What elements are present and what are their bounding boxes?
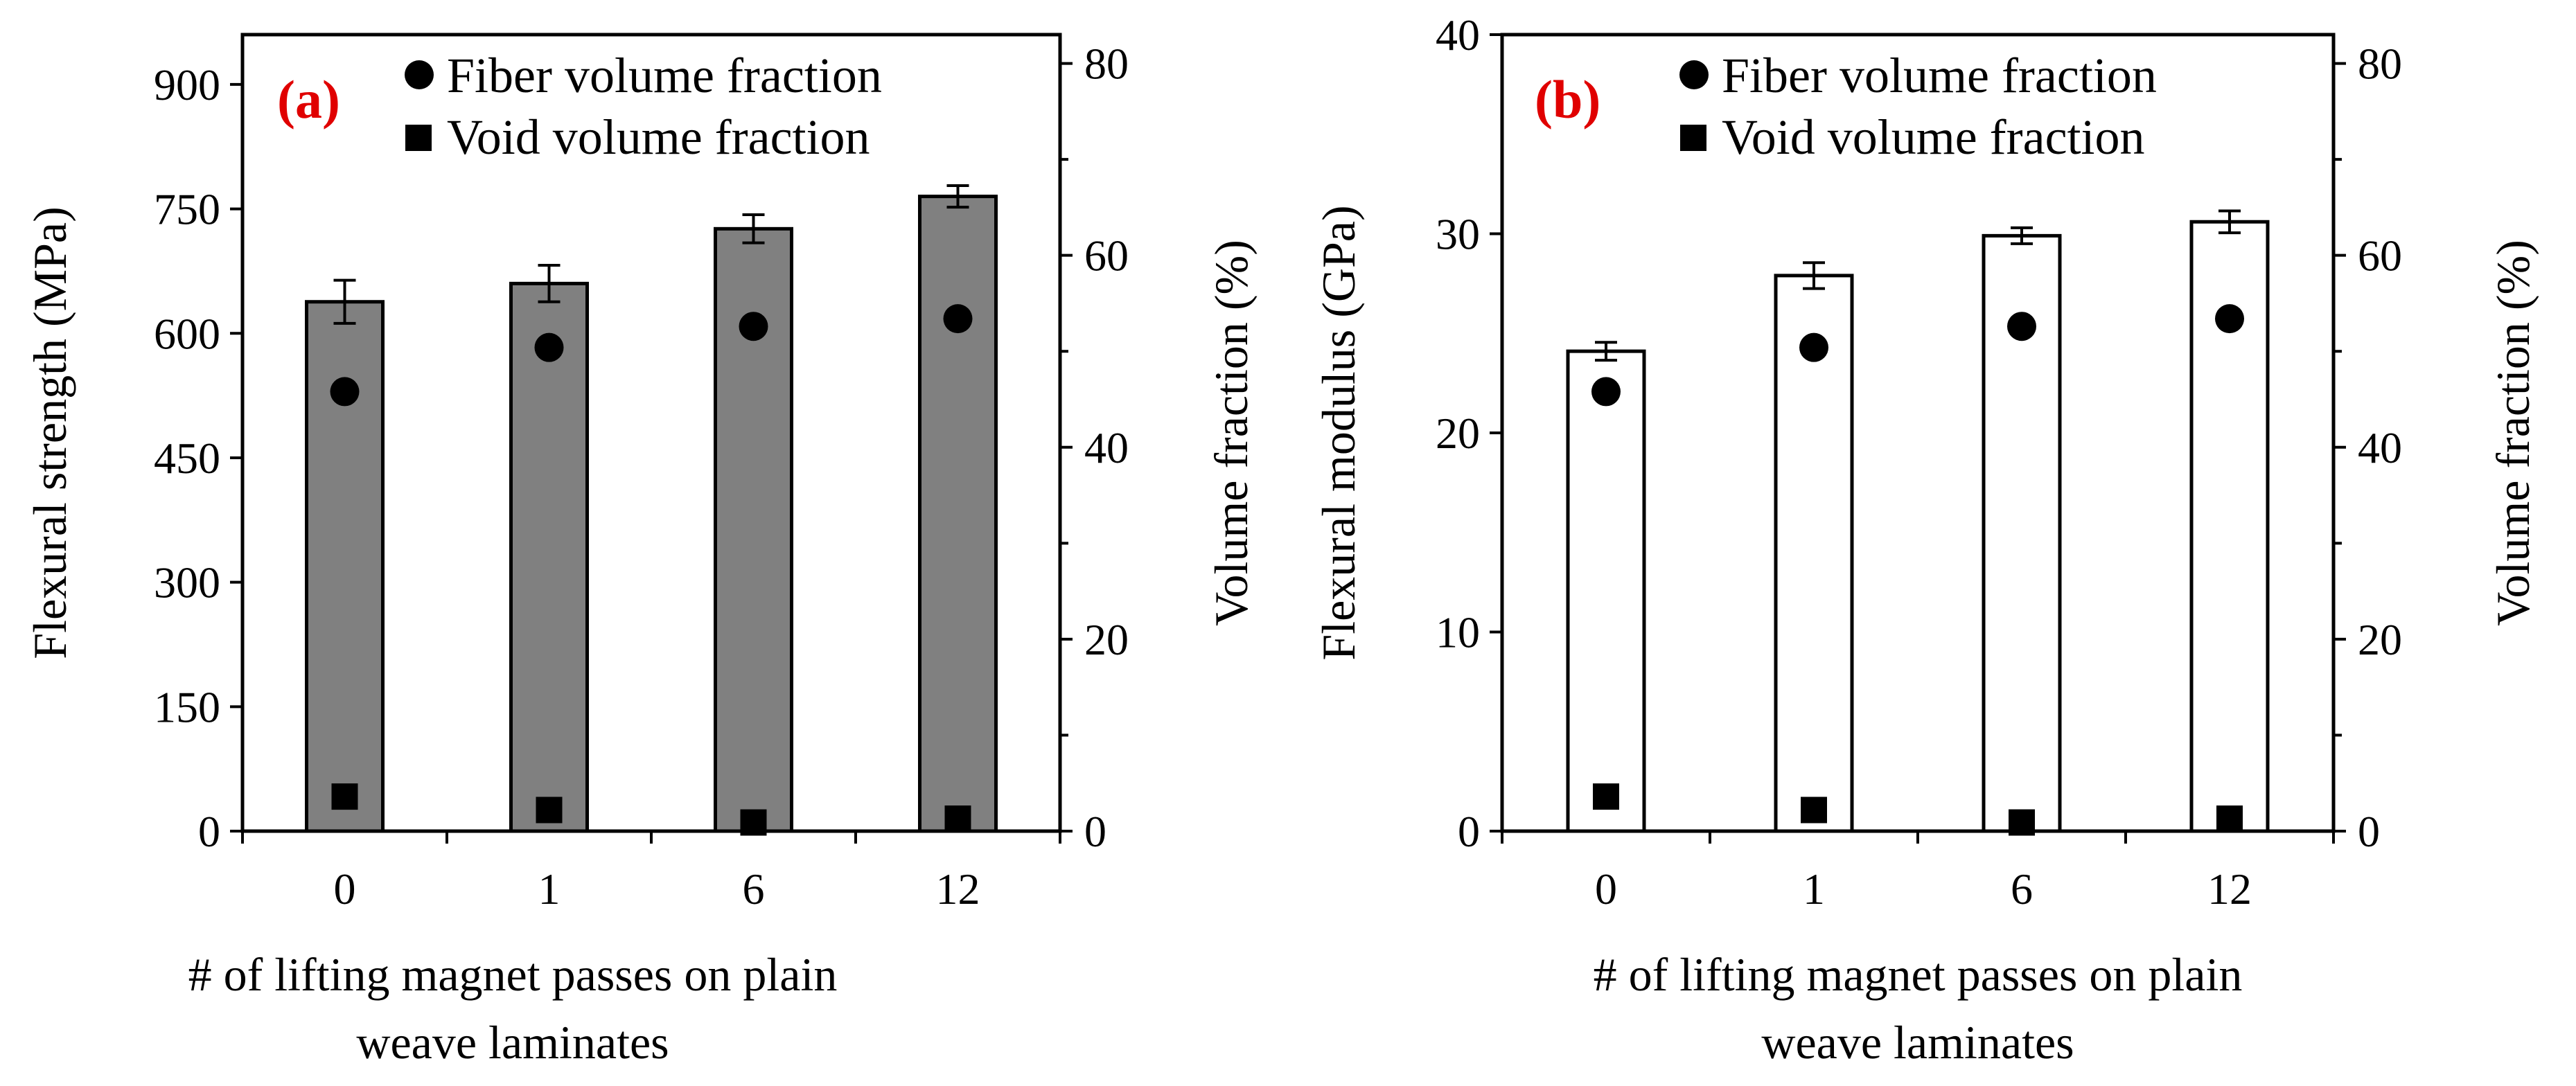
panel-a-bars <box>305 195 998 833</box>
panel-b-void-marker <box>1801 796 1827 824</box>
panel-a-bar <box>918 195 998 833</box>
panel-b-right-axis: 0 20 40 60 80 <box>2334 39 2402 856</box>
panel-b-y-tick-label: 0 <box>1458 807 1480 856</box>
panel-b-void-marker <box>1593 783 1619 810</box>
panel-b-y2-tick-label: 40 <box>2358 423 2402 472</box>
panel-a-y-axis-title: Flexural strength (MPa) <box>24 206 76 659</box>
panel-a-legend-item-fiber: Fiber volume fraction <box>447 48 882 103</box>
panel-b-error-bar <box>2218 209 2241 235</box>
panel-a-y-tick-label: 600 <box>154 309 220 358</box>
panel-a-x-tick-label: 0 <box>334 864 356 914</box>
panel-a-y2-tick-label: 0 <box>1084 807 1106 856</box>
panel-a-x-tick-label: 1 <box>538 864 561 914</box>
panel-b-x-axis-title-line1: # of lifting magnet passes on plain <box>1594 948 2243 1001</box>
panel-a-legend-item-void: Void volume fraction <box>447 109 870 165</box>
panel-b-chart: 0 10 20 30 40 0 20 40 60 80 0 1 6 12 (b) Fiber volu… <box>1312 10 2539 1069</box>
panel-b-y2-axis-title: Volume fraction (%) <box>2487 240 2539 626</box>
panel-a-fiber-marker <box>739 312 768 341</box>
panel-a-fiber-marker <box>943 304 973 334</box>
panel-b-bar <box>1566 349 1646 833</box>
panel-b-error-bars <box>1595 209 2241 362</box>
panel-b-x-tick-label: 6 <box>2011 864 2033 914</box>
panel-b-y2-tick-label: 60 <box>2358 231 2402 281</box>
panel-b-y-tick-label: 30 <box>1436 210 1480 259</box>
panel-a-x-axis-title-line2: weave laminates <box>356 1016 669 1069</box>
panel-a-y-tick-label: 0 <box>198 807 220 856</box>
panel-b-fiber-marker <box>1799 332 1828 362</box>
panel-b-y-tick-label: 20 <box>1436 409 1480 458</box>
panel-b-legend-circle-marker <box>1679 60 1709 89</box>
panel-a-error-bars <box>333 184 969 325</box>
panel-a-error-bar <box>538 264 561 303</box>
panel-b-fiber-marker <box>2007 312 2036 341</box>
panel-b-fiber-marker <box>1591 377 1621 407</box>
panel-b-y2-tick-label: 80 <box>2358 39 2402 89</box>
panel-b-x-tick-label: 0 <box>1595 864 1617 914</box>
panel-b-x-tick-label: 12 <box>2207 864 2252 914</box>
panel-b-legend-item-fiber: Fiber volume fraction <box>1722 48 2157 103</box>
panel-a-y2-tick-label: 60 <box>1084 231 1129 281</box>
panel-a-left-axis: 0 150 300 450 600 750 900 <box>154 60 242 856</box>
panel-a-void-marker <box>944 805 971 832</box>
panel-a-legend-circle-marker <box>405 60 434 89</box>
panel-a-y-tick-label: 750 <box>154 185 220 234</box>
panel-a-error-bar <box>333 278 356 325</box>
panel-b-x-axis: 0 1 6 12 <box>1501 831 2335 914</box>
panel-b-bar <box>1774 274 1854 833</box>
panel-b-fiber-marker <box>2215 304 2244 334</box>
panel-b-y2-tick-label: 0 <box>2358 807 2380 856</box>
panel-a-y2-axis-title: Volume fraction (%) <box>1205 240 1258 626</box>
panel-a-y2-tick-label: 40 <box>1084 423 1129 472</box>
panel-a-legend: Fiber volume fraction Void volume fracti… <box>405 48 882 165</box>
panel-a-error-bar <box>742 213 765 244</box>
panel-b-legend-item-void: Void volume fraction <box>1722 109 2145 165</box>
panel-a-fiber-marker <box>534 332 564 362</box>
panel-b-y-tick-label: 10 <box>1436 608 1480 657</box>
panel-b-y2-tick-label: 20 <box>2358 615 2402 664</box>
panel-b-void-marker <box>2009 809 2035 836</box>
panel-b-y-tick-label: 40 <box>1436 10 1480 60</box>
panel-b-legend-square-marker <box>1680 125 1706 151</box>
panel-b-y-axis-title: Flexural modulus (GPa) <box>1312 205 1365 660</box>
panel-b-bars <box>1566 220 2270 833</box>
panel-b-markers <box>1591 304 2244 836</box>
panel-a-x-tick-label: 6 <box>743 864 765 914</box>
panel-a-legend-square-marker <box>405 125 432 151</box>
panel-b-legend: Fiber volume fraction Void volume fracti… <box>1679 48 2157 165</box>
panel-a-y-tick-label: 150 <box>154 682 220 731</box>
panel-b-x-tick-label: 1 <box>1803 864 1825 914</box>
panel-a-void-marker <box>536 796 563 824</box>
panel-a-label: (a) <box>277 69 340 130</box>
panel-a-void-marker <box>331 783 358 810</box>
panel-b-left-axis: 0 10 20 30 40 <box>1436 10 1502 856</box>
panel-b-error-bar <box>1803 261 1825 290</box>
panel-b-label: (b) <box>1535 69 1600 130</box>
panel-a-fiber-marker <box>330 377 360 407</box>
panel-a-y-tick-label: 300 <box>154 558 220 607</box>
panel-a-y-tick-label: 900 <box>154 60 220 109</box>
panel-b-x-axis-title-line2: weave laminates <box>1761 1016 2074 1069</box>
panel-a-x-tick-label: 12 <box>936 864 980 914</box>
panel-a-markers <box>330 304 973 836</box>
panel-a-x-axis-title-line1: # of lifting magnet passes on plain <box>188 948 838 1001</box>
panel-a-x-axis: 0 1 6 12 <box>241 831 1061 914</box>
panel-a-y2-tick-label: 20 <box>1084 615 1129 664</box>
panel-b-error-bar <box>2011 226 2033 245</box>
panel-a-bar <box>509 281 589 833</box>
panel-a-void-marker <box>740 809 767 836</box>
panel-a-y-tick-label: 450 <box>154 434 220 483</box>
panel-b-error-bar <box>1595 341 1617 362</box>
panel-a-error-bar <box>946 184 969 209</box>
panel-b-void-marker <box>2216 805 2243 832</box>
panel-a-right-axis: 0 20 40 60 80 <box>1060 39 1129 856</box>
panel-a-y2-tick-label: 80 <box>1084 39 1129 89</box>
